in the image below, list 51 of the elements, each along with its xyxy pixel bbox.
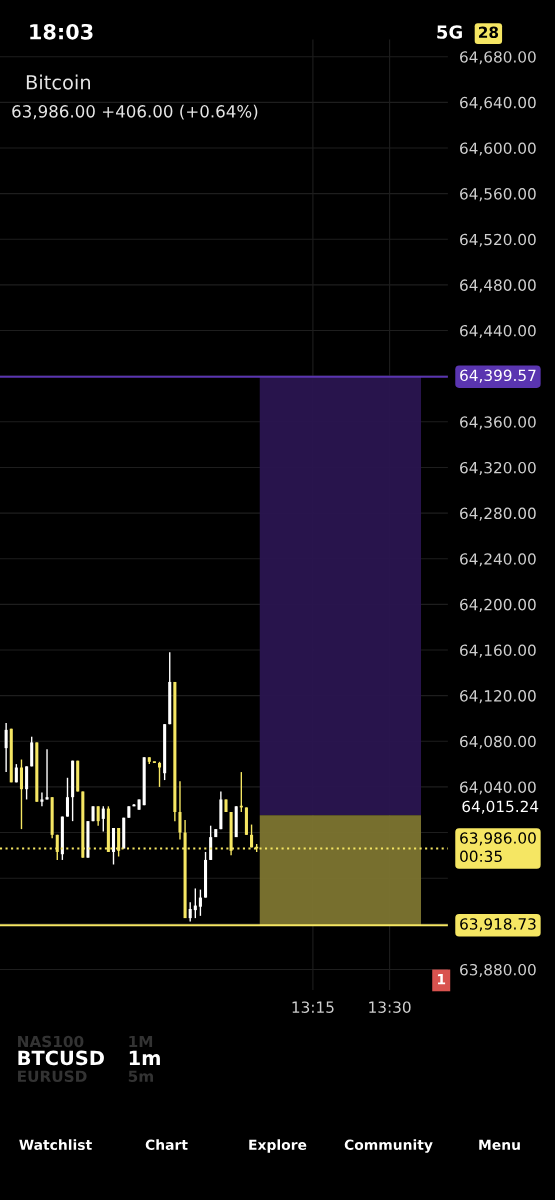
text: BTCUSD (18, 1050, 104, 1066)
candlestick (157, 761, 162, 788)
text: 1m (129, 1050, 160, 1065)
text: Bitcoin (26, 74, 90, 90)
candlestick (188, 901, 192, 923)
y-tick-label: 64,160.00 (460, 644, 536, 658)
candlestick (4, 722, 8, 773)
text: Explore (249, 1139, 307, 1153)
y-tick-label: 64,640.00 (460, 96, 536, 110)
y-tick-label: 64,560.00 (460, 188, 536, 202)
ref-line-label: 63,918.73 (460, 918, 536, 932)
candlestick (65, 777, 70, 818)
y-tick-label: 64,200.00 (460, 598, 536, 612)
candlestick (101, 805, 105, 833)
y-tick-label: 63,880.00 (460, 963, 536, 978)
candlestick (19, 758, 24, 830)
y-tick-label: 64,120.00 (460, 690, 536, 704)
text: Menu (479, 1139, 520, 1151)
y-tick-label: 64,480.00 (460, 279, 536, 293)
y-tick-label: 64,440.00 (460, 325, 536, 339)
y-tick-label: 64,240.00 (460, 553, 536, 567)
annotation: 1 (437, 974, 446, 985)
candlestick (209, 825, 213, 861)
annotation: 18:03 (30, 23, 93, 40)
y-tick-label: 64,280.00 (460, 507, 536, 521)
candlestick (198, 888, 202, 917)
candlestick (40, 791, 44, 808)
text: 63,986.00 +406.00 (+0.64%) (12, 104, 258, 120)
candlestick (45, 748, 49, 801)
text: Chart (145, 1139, 188, 1151)
y-tick-label: 64,520.00 (460, 233, 536, 247)
candlestick (96, 805, 100, 827)
y-tick-label: 64,360.00 (460, 416, 536, 430)
candlestick (111, 827, 116, 866)
y-tick-label: 64,040.00 (460, 781, 536, 795)
x-tick-label: 13:15 (292, 1001, 334, 1013)
y-tick-label: 64,080.00 (460, 735, 536, 749)
text: 28 (478, 26, 499, 39)
candlestick (25, 765, 29, 801)
ref-line-label: 63,986.00 00:35 (460, 832, 536, 863)
text: Community (344, 1139, 433, 1153)
text: 5G (437, 25, 462, 39)
candlestick (30, 736, 34, 768)
candlestick (178, 780, 182, 841)
text: Watchlist (19, 1139, 92, 1151)
ref-line-label: 64,399.57 (460, 369, 536, 383)
y-tick-label: 64,680.00 (460, 51, 536, 65)
band-label: 64,015.24 (462, 800, 539, 814)
y-tick-label: 64,320.00 (460, 461, 536, 476)
y-tick-label: 64,600.00 (460, 142, 536, 156)
x-tick-label: 13:30 (369, 1001, 411, 1013)
